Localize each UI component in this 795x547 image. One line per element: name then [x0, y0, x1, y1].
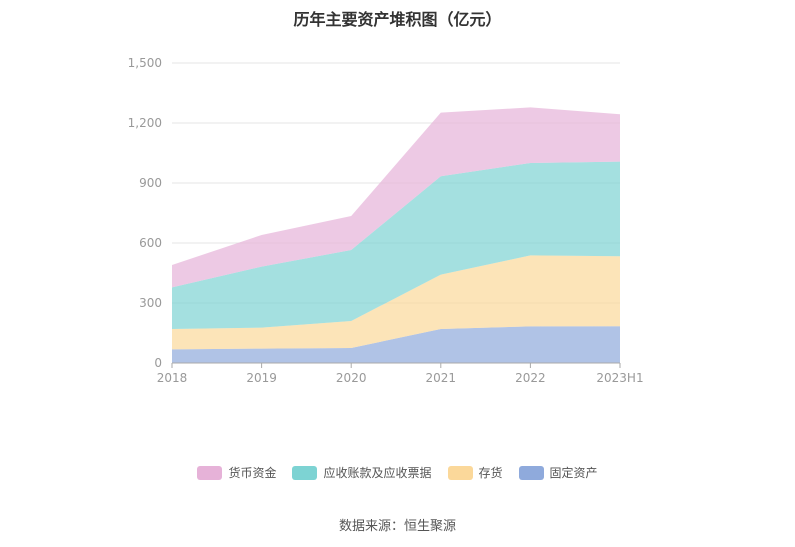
- legend-swatch: [292, 465, 318, 480]
- legend-swatch: [447, 465, 473, 480]
- x-tick-label: 2021: [426, 371, 457, 385]
- y-tick-label: 1,200: [128, 116, 162, 130]
- legend-item[interactable]: 固定资产: [518, 464, 598, 481]
- x-tick-label: 2018: [157, 371, 188, 385]
- chart-title: 历年主要资产堆积图（亿元）: [293, 10, 502, 29]
- y-tick-label: 300: [139, 296, 162, 310]
- y-tick-label: 0: [154, 356, 162, 370]
- x-tick-label: 2023H1: [596, 371, 643, 385]
- legend-swatch: [197, 465, 223, 480]
- source-note: 数据来源：恒生聚源: [338, 519, 456, 534]
- legend-label: 固定资产: [549, 466, 598, 480]
- x-tick-label: 2020: [336, 371, 367, 385]
- legend-label: 应收账款及应收票据: [323, 466, 432, 480]
- legend-item[interactable]: 存货: [447, 464, 503, 481]
- y-tick-label: 600: [139, 236, 162, 250]
- legend-swatch: [518, 465, 544, 480]
- area-series: [172, 326, 620, 363]
- area-series: [172, 107, 620, 288]
- legend-item[interactable]: 货币资金: [197, 464, 276, 481]
- legend: 货币资金 应收账款及应收票据 存货 固定资产: [0, 464, 795, 481]
- y-tick-label: 900: [139, 176, 162, 190]
- legend-label: 存货: [478, 466, 503, 480]
- x-tick-label: 2019: [246, 371, 277, 385]
- legend-item[interactable]: 应收账款及应收票据: [292, 464, 432, 481]
- y-tick-label: 1,500: [128, 56, 162, 70]
- area-series: [172, 161, 620, 329]
- x-tick-label: 2022: [515, 371, 546, 385]
- legend-label: 货币资金: [228, 466, 277, 480]
- area-series: [172, 255, 620, 350]
